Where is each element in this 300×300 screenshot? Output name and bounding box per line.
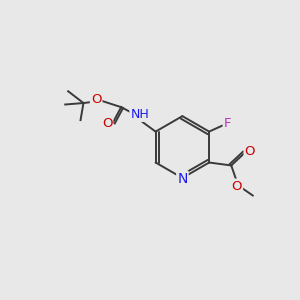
Text: O: O — [91, 93, 101, 106]
Text: N: N — [177, 172, 188, 186]
Text: O: O — [232, 180, 242, 193]
Text: NH: NH — [130, 108, 149, 121]
Text: O: O — [244, 146, 255, 158]
Text: O: O — [102, 117, 112, 130]
Text: F: F — [224, 117, 231, 130]
